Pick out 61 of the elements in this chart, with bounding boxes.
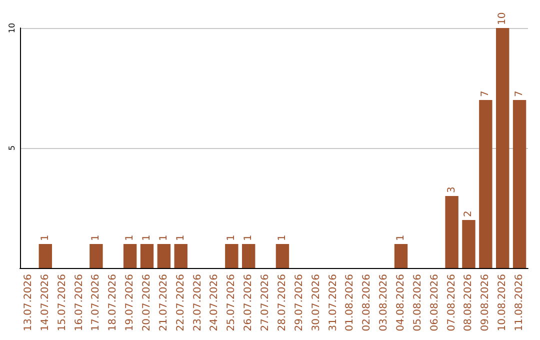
x-tick-label: 05.08.2026 — [412, 274, 424, 332]
bar — [496, 28, 510, 268]
x-tick-label: 04.08.2026 — [396, 274, 406, 332]
x-tick-label: 16.07.2026 — [74, 274, 85, 332]
x-tick-label: 14.07.2026 — [40, 274, 51, 332]
bar — [276, 244, 290, 268]
x-tick-label: 01.08.2026 — [344, 274, 356, 332]
bar — [462, 220, 476, 268]
bar — [242, 244, 256, 268]
x-tick-label: 09.08.2026 — [480, 274, 492, 332]
y-tick-label: 5 — [8, 145, 16, 151]
x-tick-label: 23.07.2026 — [192, 274, 204, 332]
x-tick-label: 13.07.2026 — [22, 274, 34, 332]
x-tick-label: 11.08.2026 — [514, 274, 526, 332]
x-tick-label: 22.07.2026 — [175, 274, 186, 332]
bar — [445, 196, 458, 268]
data-label: 7 — [514, 90, 526, 97]
data-label: 1 — [175, 234, 186, 241]
x-tick-label: 30.07.2026 — [310, 274, 322, 332]
x-tick-label: 24.07.2026 — [209, 274, 220, 332]
bar — [394, 244, 408, 268]
x-tick-label: 26.07.2026 — [243, 274, 254, 332]
bar — [479, 100, 492, 268]
bar — [123, 244, 137, 268]
x-tick-label: 29.07.2026 — [294, 274, 305, 332]
data-label: 1 — [142, 234, 152, 241]
x-tick-label: 15.07.2026 — [56, 274, 68, 332]
data-label: 7 — [480, 90, 492, 97]
x-tick-label: 18.07.2026 — [108, 274, 119, 332]
data-label: 3 — [446, 186, 458, 193]
x-tick-label: 02.08.2026 — [362, 274, 373, 332]
x-tick-label: 06.08.2026 — [429, 274, 440, 332]
x-tick-label: 20.07.2026 — [142, 274, 152, 332]
x-tick-label: 03.08.2026 — [378, 274, 390, 332]
x-tick-label: 07.08.2026 — [446, 274, 458, 332]
x-tick-label: 28.07.2026 — [276, 274, 288, 332]
data-label: 1 — [396, 234, 406, 241]
bar — [225, 244, 238, 268]
x-tick-label: 10.08.2026 — [497, 274, 508, 332]
x-tick-label: 17.07.2026 — [90, 274, 102, 332]
data-label: 1 — [124, 234, 136, 241]
data-label: 1 — [226, 234, 238, 241]
x-tick-label: 21.07.2026 — [158, 274, 170, 332]
data-label: 1 — [158, 234, 170, 241]
data-label: 1 — [40, 234, 51, 241]
bar — [90, 244, 103, 268]
data-label: 2 — [463, 210, 474, 217]
bar — [38, 244, 52, 268]
bar — [157, 244, 171, 268]
data-label: 1 — [90, 234, 102, 241]
x-tick-label: 19.07.2026 — [124, 274, 136, 332]
x-tick-label: 25.07.2026 — [226, 274, 238, 332]
data-label: 10 — [497, 12, 508, 25]
x-tick-label: 27.07.2026 — [260, 274, 272, 332]
bar — [140, 244, 154, 268]
bar — [512, 100, 526, 268]
x-tick-label: 08.08.2026 — [463, 274, 474, 332]
data-label: 1 — [243, 234, 254, 241]
data-label: 1 — [276, 234, 288, 241]
bar — [174, 244, 188, 268]
x-tick-label: 31.07.2026 — [328, 274, 339, 332]
